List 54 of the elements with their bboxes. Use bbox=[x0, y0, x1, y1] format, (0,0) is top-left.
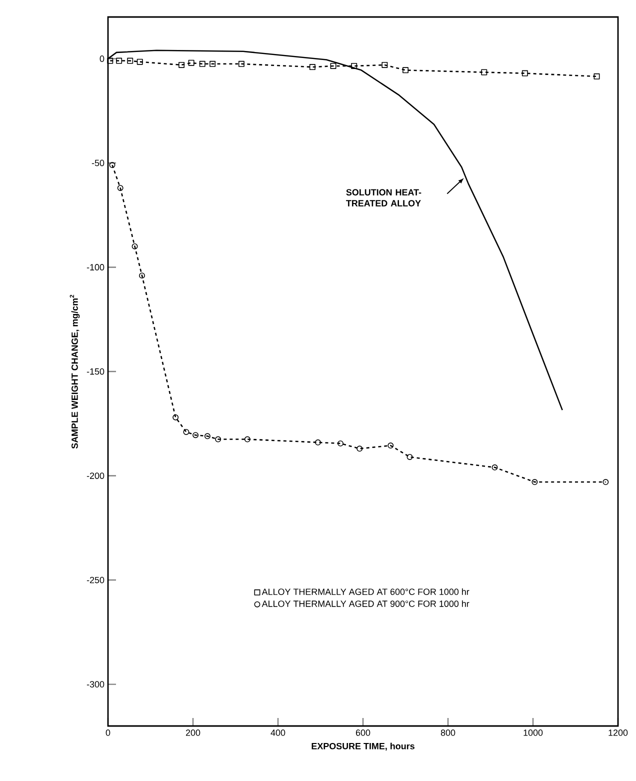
annotation: SOLUTION HEAT-TREATED ALLOY bbox=[346, 189, 422, 206]
y-tick-label: -250 bbox=[86, 576, 104, 584]
point bbox=[109, 162, 116, 168]
point bbox=[356, 446, 363, 452]
point bbox=[330, 63, 336, 69]
point bbox=[388, 442, 394, 449]
y-tick-label: -150 bbox=[86, 368, 104, 375]
y-tick-label: -50 bbox=[92, 160, 104, 166]
point bbox=[210, 60, 216, 67]
point bbox=[532, 479, 538, 486]
y-tick-label: -200 bbox=[86, 472, 104, 479]
x-tick-label: 1200 bbox=[608, 730, 628, 736]
x-tick-label: 800 bbox=[440, 730, 456, 736]
y-tick-label: -100 bbox=[86, 264, 104, 270]
x-tick-label: 600 bbox=[356, 730, 370, 736]
point bbox=[136, 58, 143, 65]
point bbox=[204, 433, 210, 440]
point bbox=[314, 439, 321, 446]
point bbox=[337, 440, 344, 446]
point bbox=[132, 243, 138, 250]
point bbox=[244, 436, 250, 442]
point bbox=[481, 69, 488, 76]
point bbox=[117, 185, 124, 191]
point bbox=[522, 70, 528, 76]
point bbox=[183, 428, 190, 435]
point bbox=[107, 58, 114, 64]
legend-label: ALLOY THERMALLY AGED AT 600°C FOR 1000 hr bbox=[262, 588, 470, 595]
y-axis-title: SAMPLE WEIGHT CHANGE, mg/cm$^{2}$ bbox=[70, 294, 80, 449]
point bbox=[238, 60, 244, 67]
x-tick-label: 1000 bbox=[524, 730, 543, 736]
point bbox=[406, 454, 413, 460]
point bbox=[199, 60, 206, 67]
point bbox=[188, 60, 194, 66]
point bbox=[602, 479, 609, 486]
point bbox=[382, 62, 388, 68]
point bbox=[178, 62, 185, 68]
point bbox=[139, 272, 145, 279]
point bbox=[492, 464, 498, 470]
x-axis-title: EXPOSURE TIME, hours bbox=[312, 742, 414, 751]
legend-label: ALLOY THERMALLY AGED AT 900°C FOR 1000 hr bbox=[262, 600, 470, 607]
y-tick-label: -300 bbox=[86, 681, 104, 688]
x-tick-label: 200 bbox=[186, 730, 200, 736]
point bbox=[351, 63, 358, 69]
point bbox=[402, 67, 408, 74]
point bbox=[594, 73, 600, 80]
point bbox=[172, 414, 179, 420]
x-tick-label: 0 bbox=[106, 730, 110, 736]
point bbox=[127, 58, 134, 64]
x-tick-label: 400 bbox=[270, 730, 286, 736]
point bbox=[309, 64, 316, 70]
point bbox=[215, 436, 222, 442]
point bbox=[192, 432, 199, 438]
y-tick-label: 0 bbox=[100, 56, 104, 62]
point bbox=[116, 58, 122, 64]
